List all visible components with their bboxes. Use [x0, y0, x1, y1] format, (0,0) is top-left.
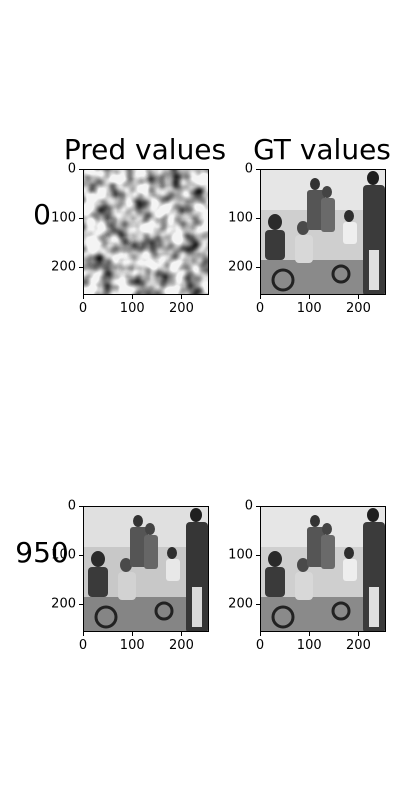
gt-photo-image [261, 507, 385, 631]
x-tick-label: 200 [169, 638, 194, 653]
y-tick-mark [79, 168, 83, 170]
y-tick-mark [256, 603, 260, 605]
x-tick-mark [82, 632, 84, 636]
pred-photo-image [84, 507, 208, 631]
y-tick-mark [256, 505, 260, 507]
y-tick-label: 200 [228, 596, 253, 612]
pred-noise-image [84, 170, 208, 294]
x-tick-label: 100 [296, 301, 322, 316]
x-tick-label: 0 [78, 301, 88, 316]
y-tick-label: 100 [51, 547, 76, 563]
y-tick-mark [256, 266, 260, 268]
x-tick-mark [131, 295, 133, 299]
y-tick-mark [256, 554, 260, 556]
gt-photo-image [261, 170, 385, 294]
x-tick-mark [259, 632, 261, 636]
gt-image-row-950 [260, 506, 386, 632]
y-tick-label: 100 [228, 210, 253, 226]
y-tick-mark [256, 217, 260, 219]
y-tick-mark [256, 168, 260, 170]
x-tick-label: 200 [169, 301, 194, 316]
x-tick-mark [357, 632, 359, 636]
x-tick-label: 100 [296, 638, 322, 653]
x-tick-label: 0 [255, 638, 265, 653]
x-tick-label: 0 [255, 301, 265, 316]
y-tick-label: 0 [67, 498, 76, 514]
column-title-pred: Pred values [63, 133, 227, 166]
column-title-gt: GT values [253, 133, 391, 166]
y-tick-label: 0 [244, 161, 253, 177]
y-tick-mark [79, 505, 83, 507]
y-tick-label: 0 [244, 498, 253, 514]
y-tick-label: 0 [67, 161, 76, 177]
pred-image-row-0 [83, 169, 209, 295]
x-tick-mark [180, 632, 182, 636]
x-tick-label: 100 [119, 301, 145, 316]
y-tick-mark [79, 217, 83, 219]
y-tick-label: 200 [51, 596, 76, 612]
y-tick-mark [79, 603, 83, 605]
y-tick-label: 100 [228, 547, 253, 563]
y-tick-label: 200 [228, 259, 253, 275]
x-tick-mark [308, 295, 310, 299]
x-tick-mark [180, 295, 182, 299]
x-tick-mark [308, 632, 310, 636]
x-tick-label: 100 [119, 638, 145, 653]
x-tick-mark [82, 295, 84, 299]
y-tick-mark [79, 266, 83, 268]
x-tick-label: 200 [346, 638, 371, 653]
row-label-0: 0 [33, 198, 51, 231]
x-tick-mark [131, 632, 133, 636]
x-tick-label: 0 [78, 638, 88, 653]
y-tick-label: 200 [51, 259, 76, 275]
x-tick-label: 200 [346, 301, 371, 316]
row-label-950: 950 [15, 536, 69, 569]
y-tick-label: 100 [51, 210, 76, 226]
x-tick-mark [357, 295, 359, 299]
x-tick-mark [259, 295, 261, 299]
gt-image-row-0 [260, 169, 386, 295]
pred-image-row-950 [83, 506, 209, 632]
y-tick-mark [79, 554, 83, 556]
